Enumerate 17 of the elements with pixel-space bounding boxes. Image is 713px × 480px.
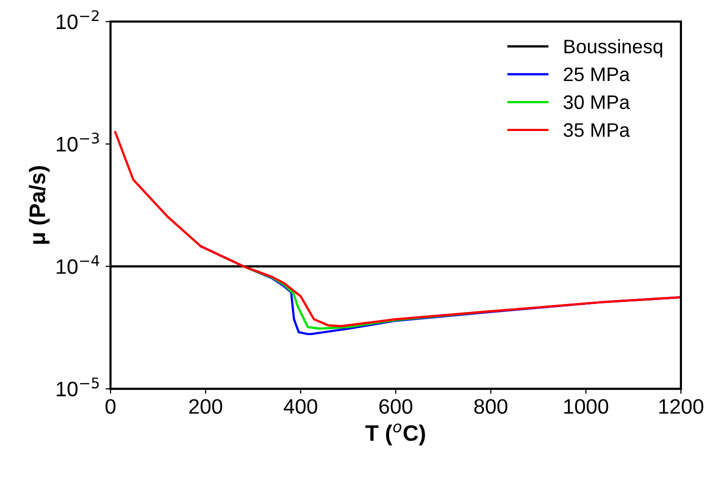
y-axis-title: μ (Pa/s): [28, 166, 50, 244]
x-tick-label: 0: [106, 399, 116, 414]
legend-label: Boussinesq: [564, 39, 662, 58]
x-tick-label: 600: [379, 399, 412, 414]
x-tick-label: 1000: [564, 399, 608, 414]
x-tick-label: 200: [189, 399, 222, 414]
x-tick-label: 1200: [659, 399, 704, 414]
y-tick-label: 10$^{−4}$: [56, 255, 100, 274]
x-tick-label: 800: [474, 399, 508, 414]
legend-label: 25 MPa: [564, 67, 630, 82]
y-tick-label: 10$^{−3}$: [56, 132, 99, 152]
legend-label: 30 MPa: [564, 95, 630, 110]
y-tick-label: 10$^{−5}$: [56, 378, 99, 396]
y-tick-label: 10$^{−2}$: [56, 10, 99, 30]
x-tick-label: 400: [284, 399, 318, 414]
legend-label: 35 MPa: [564, 123, 630, 137]
x-axis-title: T ($^{o}$C): [365, 424, 425, 446]
